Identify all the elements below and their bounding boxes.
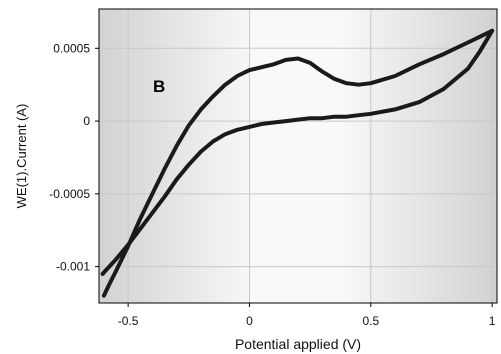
x-axis-label: Potential applied (V): [235, 336, 361, 352]
series-line-1: [100, 28, 495, 276]
y-axis-label: WE(1).Current (A): [14, 104, 29, 209]
series-group: [100, 28, 495, 298]
plot-area: [99, 9, 497, 303]
x-tick-label: 0.5: [362, 314, 379, 328]
x-tick-label: 0: [246, 314, 253, 328]
series-line-2: [101, 28, 495, 298]
y-tick-label: 0.0005: [53, 41, 90, 55]
x-tick-label: -0.5: [118, 314, 139, 328]
y-tick-label: -0.001: [56, 260, 90, 274]
y-tick-label: -0.0005: [49, 187, 90, 201]
x-axis-ticks: -0.5 0 0.5 1: [118, 303, 496, 328]
y-tick-label: 0: [83, 114, 90, 128]
plot-frame: [98, 8, 498, 304]
x-tick-label: 1: [489, 314, 496, 328]
y-axis-ticks: 0.0005 0 -0.0005 -0.001: [49, 41, 99, 274]
panel-label: B: [153, 77, 165, 96]
